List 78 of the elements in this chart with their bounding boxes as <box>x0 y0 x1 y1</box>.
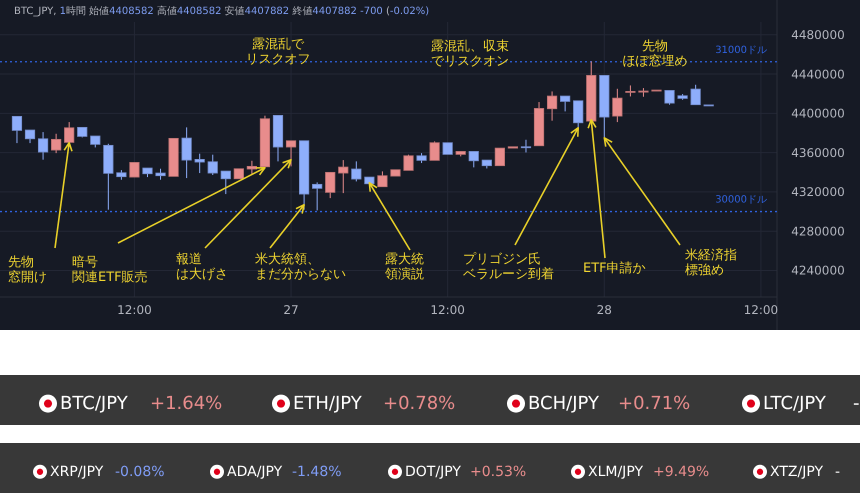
data-label: +0.78% <box>383 393 456 414</box>
candlestick <box>286 140 296 167</box>
candlestick <box>129 162 140 178</box>
data-label: -0.08% <box>115 464 165 480</box>
candlestick <box>246 160 257 176</box>
candlestick <box>338 160 348 194</box>
candlestick <box>51 133 62 154</box>
data-label: +0.53% <box>470 464 526 480</box>
y-tick-label: 4360000 <box>791 146 845 160</box>
category-label: XLM/JPY <box>588 464 644 480</box>
ref-line-label: 31000ドル <box>715 44 767 56</box>
annotation: 米経済指標強め <box>685 247 737 278</box>
candlestick <box>430 140 440 161</box>
candlestick <box>560 96 570 112</box>
candlestick <box>77 126 88 138</box>
candlestick <box>403 154 414 171</box>
y-tick-label: 4440000 <box>791 67 845 82</box>
candlestick <box>142 168 153 178</box>
candlestick <box>468 150 479 168</box>
data-label: - <box>835 464 840 480</box>
annotation: ETF申請か <box>583 261 646 276</box>
y-tick-label: 4280000 <box>791 224 845 238</box>
candlestick <box>351 160 362 182</box>
category-label: BCH/JPY <box>528 393 600 414</box>
candlestick <box>664 90 675 106</box>
candlestick <box>625 84 636 97</box>
data-label: -1.48% <box>292 464 342 480</box>
annotation: 米大統領、まだ分からない <box>255 252 346 282</box>
category-label: DOT/JPY <box>405 464 462 480</box>
data-label: +0.71% <box>618 393 690 414</box>
annotation: 報道は大げさ <box>176 252 228 282</box>
candlestick <box>220 170 231 195</box>
candlestick <box>208 154 218 176</box>
annotation: 暗号関連ETF販売 <box>72 255 148 285</box>
y-tick-label: 4400000 <box>791 106 845 121</box>
candlestick <box>442 142 453 155</box>
candlestick <box>194 153 205 174</box>
candlestick <box>234 168 244 180</box>
candlestick <box>24 130 36 144</box>
data-label: +1.64% <box>150 393 222 414</box>
candlestick <box>612 88 622 123</box>
x-tick-label: 12:00 <box>430 303 465 317</box>
candlestick <box>38 132 48 160</box>
candlestick <box>182 126 192 179</box>
data-label: - <box>853 393 860 414</box>
candlestick <box>312 182 322 211</box>
annotation: プリゴジン氏ベラルーシ到着 <box>463 252 554 282</box>
x-tick-label: 28 <box>596 303 612 317</box>
ref-line-label: 30000ドル <box>715 194 767 206</box>
chart-title: BTC_JPY, 1時間 始値4408582 高値4408582 安値4407882 終値4407882 -700 (-0.02%) <box>14 6 430 17</box>
annotation: 露大統領演説 <box>385 252 424 282</box>
category-label: ADA/JPY <box>227 464 283 480</box>
x-tick-label: 12:00 <box>117 303 152 317</box>
candlestick <box>690 84 701 106</box>
category-label: LTC/JPY <box>763 393 827 414</box>
annotation: 先物ほぼ窓埋め <box>622 39 688 69</box>
y-tick-label: 4320000 <box>791 185 845 200</box>
category-label: XRP/JPY <box>50 464 104 480</box>
x-tick-label: 27 <box>283 303 299 317</box>
candlestick <box>377 170 388 188</box>
category-label: BTC/JPY <box>60 393 129 414</box>
candlestick <box>116 170 126 180</box>
data-label: +9.49% <box>653 464 710 480</box>
category-label: XTZ/JPY <box>770 464 824 480</box>
candlestick <box>12 116 22 144</box>
annotation: 露混乱、収束でリスクオン <box>431 39 509 69</box>
annotation: 露混乱でリスクオフ <box>246 37 310 67</box>
candlestick <box>90 136 100 148</box>
x-tick-label: 12:00 <box>744 303 778 317</box>
candlestick <box>416 152 427 164</box>
y-tick-label: 4240000 <box>791 264 845 278</box>
candlestick <box>546 90 558 122</box>
annotation: 先物窓開け <box>8 255 47 285</box>
category-label: ETH/JPY <box>293 393 363 414</box>
y-tick-label: 4480000 <box>791 28 845 42</box>
candlestick <box>155 168 166 180</box>
candlestick <box>494 148 505 166</box>
candlestick <box>325 172 336 199</box>
